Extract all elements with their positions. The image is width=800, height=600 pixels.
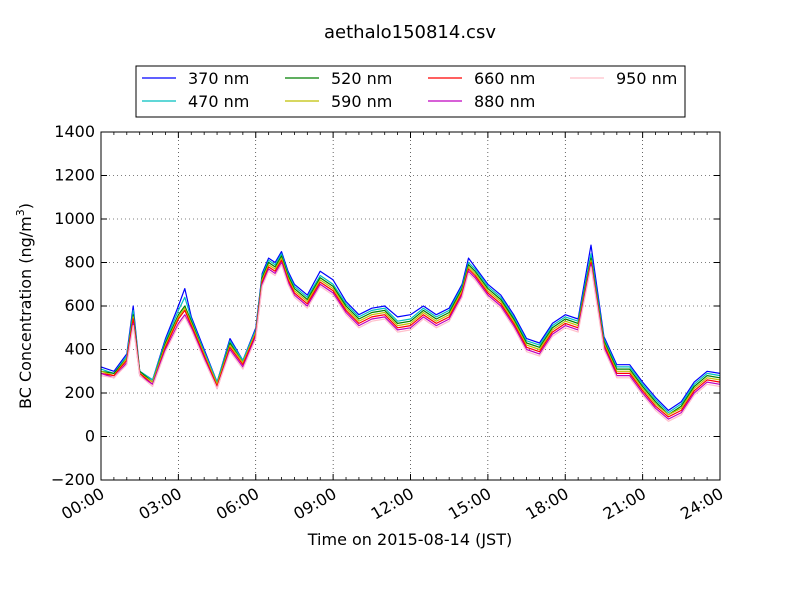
y-tick-label: 800 [64,253,95,272]
y-tick-label: 1000 [54,209,95,228]
legend-label: 370 nm [188,69,249,88]
y-axis-label-main: BC Concentration (ng/m [16,216,35,409]
legend: 370 nm 470 nm 520 nm 590 nm 660 nm 880 nm 950 … [135,65,686,118]
series-layer [100,244,721,422]
y-tick-label: −200 [51,470,95,489]
y-tick-labels: −200 0 200 400 600 800 1000 1200 1400 [51,122,95,489]
y-tick-label: 1400 [54,122,95,141]
x-axis-label: Time on 2015-08-14 (JST) [307,530,512,549]
y-tick-label: 600 [64,296,95,315]
plot-area [101,132,720,480]
series-line-950-nm [100,264,721,422]
y-tick-label: 400 [64,340,95,359]
legend-label: 950 nm [616,69,677,88]
y-axis-label: BC Concentration (ng/m3) [14,203,35,409]
legend-label: 660 nm [474,69,535,88]
legend-box [135,65,686,118]
y-axis-label-superscript: 3 [14,209,27,216]
y-axis-label-end: ) [16,203,35,209]
legend-label: 880 nm [474,92,535,111]
legend-label: 470 nm [188,92,249,111]
y-tick-label: 0 [85,427,95,446]
legend-items: 370 nm 470 nm 520 nm 590 nm 660 nm 880 nm 950 … [142,69,677,111]
y-tick-label: 1200 [54,166,95,185]
y-tick-label: 200 [64,383,95,402]
legend-label: 520 nm [331,69,392,88]
plot-frame [100,131,721,481]
chart-title: aethalo150814.csv [324,22,496,43]
legend-label: 590 nm [331,92,392,111]
